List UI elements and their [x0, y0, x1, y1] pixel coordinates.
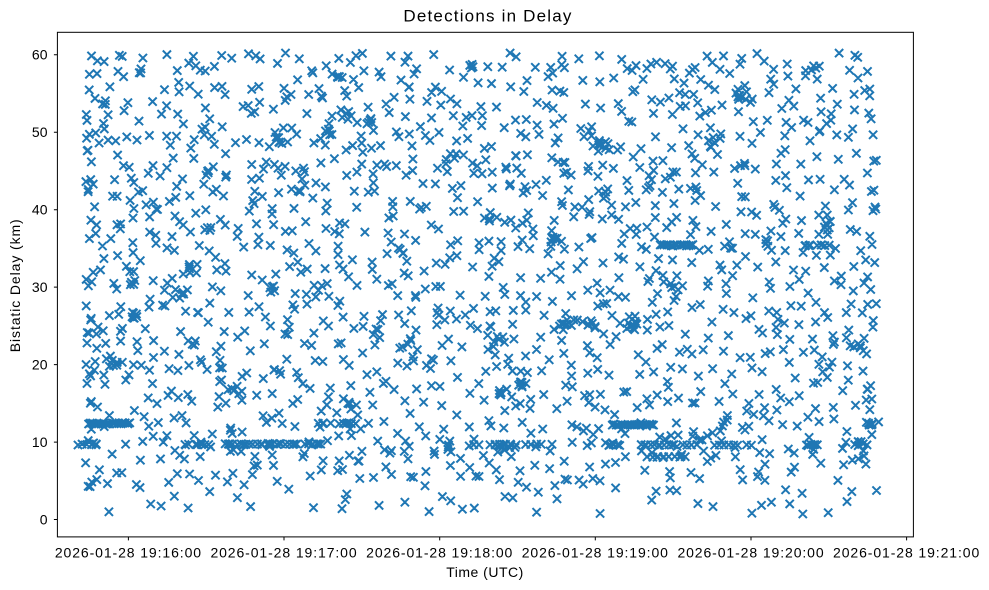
svg-text:30: 30 — [32, 279, 48, 295]
svg-text:2026-01-28 19:20:00: 2026-01-28 19:20:00 — [677, 544, 824, 560]
svg-text:20: 20 — [32, 356, 48, 372]
svg-text:50: 50 — [32, 124, 48, 140]
svg-text:10: 10 — [32, 434, 48, 450]
svg-text:2026-01-28 19:16:00: 2026-01-28 19:16:00 — [55, 544, 202, 560]
svg-text:Detections in Delay: Detections in Delay — [403, 7, 572, 26]
svg-text:Bistatic Delay (km): Bistatic Delay (km) — [7, 218, 23, 352]
svg-text:2026-01-28 19:18:00: 2026-01-28 19:18:00 — [366, 544, 513, 560]
svg-text:Time (UTC): Time (UTC) — [446, 564, 524, 580]
svg-text:40: 40 — [32, 202, 48, 218]
svg-text:60: 60 — [32, 47, 48, 63]
svg-text:2026-01-28 19:17:00: 2026-01-28 19:17:00 — [210, 544, 357, 560]
svg-text:2026-01-28 19:19:00: 2026-01-28 19:19:00 — [522, 544, 669, 560]
svg-text:0: 0 — [40, 511, 48, 527]
svg-text:2026-01-28 19:21:00: 2026-01-28 19:21:00 — [833, 544, 980, 560]
